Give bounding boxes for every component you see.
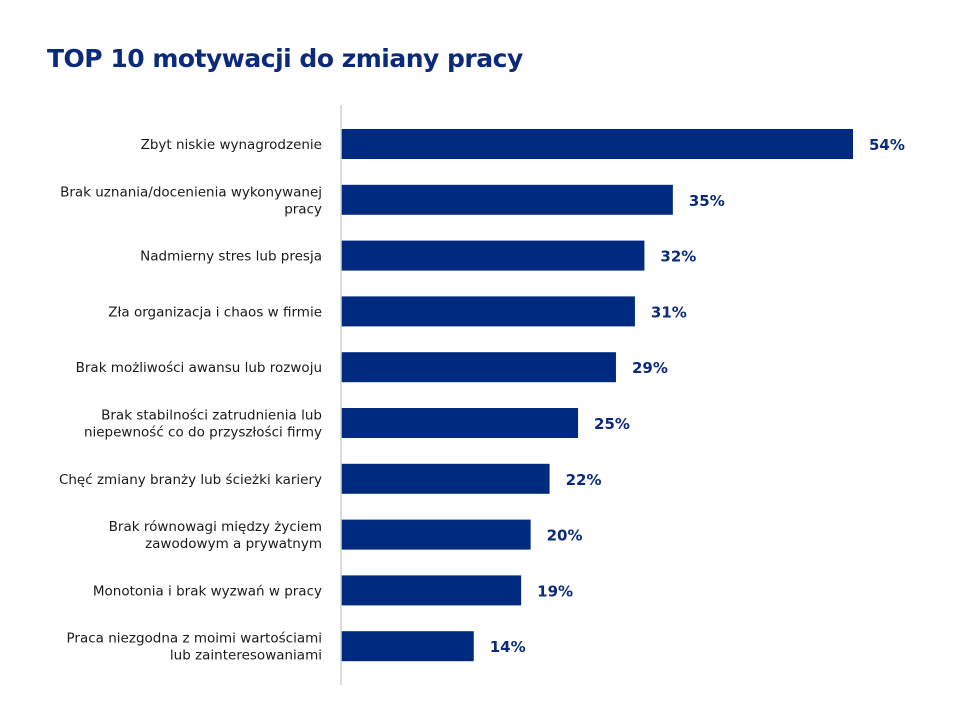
category-label-line: zawodowym a prywatnym	[145, 536, 322, 552]
category-label: Monotonia i brak wyzwań w pracy	[93, 583, 322, 599]
category-label: Brak równowagi między życiem zawodowym a …	[109, 519, 322, 552]
category-label-line: Chęć zmiany branży lub ścieżki kariery	[59, 472, 322, 488]
value-label: 35%	[689, 192, 725, 210]
category-label-line: Zła organizacja i chaos w firmie	[108, 304, 322, 320]
category-label-line: Brak równowagi między życiem	[109, 519, 322, 535]
value-label: 32%	[660, 248, 696, 266]
bar	[341, 129, 853, 159]
bar	[341, 352, 616, 383]
value-label: 31%	[651, 303, 687, 321]
bar	[341, 184, 673, 215]
category-label-line: Brak stabilności zatrudnienia lub	[101, 408, 322, 424]
category-label-line: Zbyt niskie wynagrodzenie	[141, 137, 322, 153]
category-label: Brak stabilności zatrudnienia lub niepewn…	[84, 408, 322, 441]
value-label: 25%	[594, 415, 630, 433]
value-label: 54%	[869, 136, 905, 154]
category-label: Nadmierny stres lub presja	[140, 249, 322, 265]
bar	[341, 575, 522, 606]
value-label: 22%	[566, 471, 602, 489]
category-label-line: Nadmierny stres lub presja	[140, 249, 322, 265]
category-label-line: niepewność co do przyszłości firmy	[84, 425, 322, 441]
value-label: 14%	[490, 638, 526, 656]
value-label: 29%	[632, 359, 668, 377]
category-label: Praca niezgodna z moimi wartościami lub z…	[67, 631, 322, 664]
value-label: 20%	[547, 527, 583, 545]
category-label-line: Praca niezgodna z moimi wartościami	[67, 631, 322, 647]
category-label-line: pracy	[284, 201, 322, 217]
bar	[341, 519, 531, 550]
category-label: Brak uznania/docenienia wykonywanej pracy	[60, 184, 322, 217]
category-label: Zła organizacja i chaos w firmie	[108, 304, 322, 320]
category-label-line: Monotonia i brak wyzwań w pracy	[93, 583, 322, 599]
category-label-line: Brak możliwości awansu lub rozwoju	[76, 360, 322, 376]
value-label: 19%	[537, 582, 573, 600]
category-label: Chęć zmiany branży lub ścieżki kariery	[59, 472, 322, 488]
bar	[341, 463, 550, 494]
category-label-line: lub zainteresowaniami	[170, 648, 322, 664]
bar	[341, 296, 635, 327]
chart-title: TOP 10 motywacji do zmiany pracy	[47, 44, 523, 73]
category-label-line: Brak uznania/docenienia wykonywanej	[60, 184, 322, 200]
category-label: Zbyt niskie wynagrodzenie	[141, 137, 322, 153]
bar	[341, 631, 474, 662]
category-label: Brak możliwości awansu lub rozwoju	[76, 360, 322, 376]
bar	[341, 408, 579, 438]
bar	[341, 240, 645, 271]
